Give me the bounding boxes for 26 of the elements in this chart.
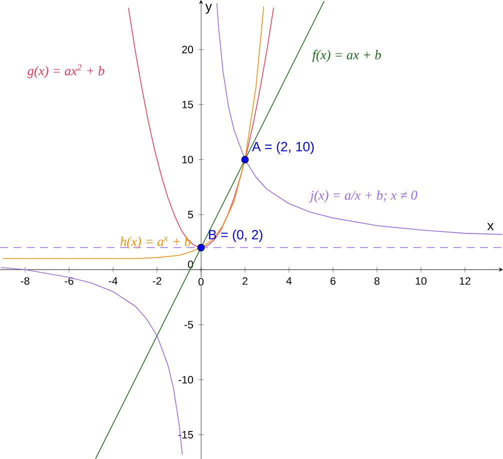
x-tick-label: 2: [242, 277, 248, 285]
y-axis-title: y: [205, 4, 212, 14]
series-label: j(x) = a/x + b; x ≠ 0: [308, 190, 418, 202]
series-label: h(x) = a$^{x}$ + b: [120, 236, 191, 249]
series-label: f(x) = ax + b: [312, 50, 381, 62]
y-tick-label: 5: [188, 210, 194, 218]
y-tick-label: -10: [178, 376, 194, 384]
text: g(x) = ax$^{2}$ + b: [27, 64, 104, 78]
x-tick-label: 8: [374, 277, 380, 285]
x-tick-label: -2: [152, 277, 162, 285]
y-tick-label: 20: [182, 46, 194, 54]
x-tick-label: 0: [198, 278, 204, 286]
x-tick-label: 4: [286, 277, 292, 285]
y-tick-label: 0: [188, 260, 194, 268]
y-tick-label: -5: [184, 320, 194, 328]
x-tick-label: 10: [416, 277, 426, 285]
data-label: B = (0, 2): [209, 230, 262, 242]
x-tick-label: 12: [460, 277, 470, 285]
x-axis-title: x: [487, 223, 494, 230]
x-tick-label: -8: [20, 277, 30, 285]
data-label: A = (2, 10): [252, 142, 314, 154]
y-tick-label: 15: [182, 100, 194, 108]
y-tick-label: 10: [182, 156, 194, 164]
y-tick-label: -15: [178, 431, 194, 438]
x-tick-label: 6: [330, 277, 336, 285]
x-tick-label: -4: [108, 277, 118, 285]
